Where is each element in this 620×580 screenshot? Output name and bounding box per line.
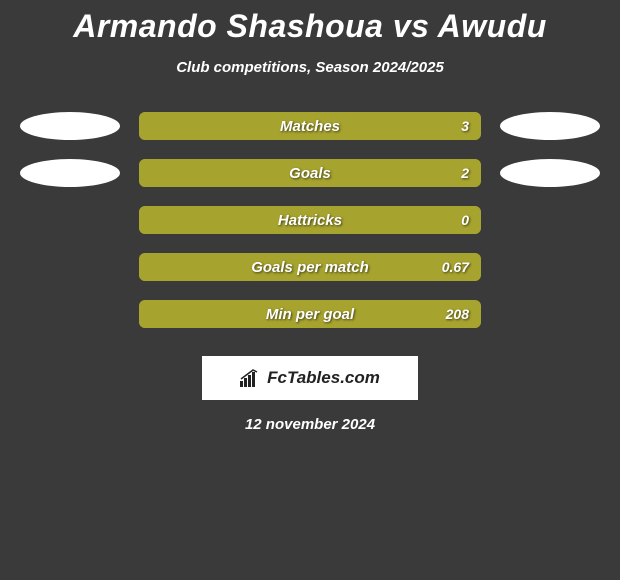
stat-rows: Matches3Goals2Hattricks0Goals per match0… xyxy=(0,112,620,328)
stat-value: 208 xyxy=(446,300,469,328)
stat-row: Hattricks0 xyxy=(0,206,620,234)
stat-label: Goals per match xyxy=(139,253,481,281)
date-text: 12 november 2024 xyxy=(0,416,620,433)
brand-text: FcTables.com xyxy=(267,368,380,388)
stat-row: Goals2 xyxy=(0,159,620,187)
bar-chart-icon xyxy=(240,369,262,387)
stat-label: Min per goal xyxy=(139,300,481,328)
brand-box: FcTables.com xyxy=(202,356,418,400)
stat-row: Goals per match0.67 xyxy=(0,253,620,281)
stat-label: Goals xyxy=(139,159,481,187)
stat-row: Matches3 xyxy=(0,112,620,140)
player-oval-right xyxy=(500,159,600,187)
player-oval-left xyxy=(20,159,120,187)
page-title: Armando Shashoua vs Awudu xyxy=(0,8,620,45)
stat-row: Min per goal208 xyxy=(0,300,620,328)
stat-value: 2 xyxy=(461,159,469,187)
stat-bar: Hattricks0 xyxy=(139,206,481,234)
stat-value: 0 xyxy=(461,206,469,234)
stat-value: 3 xyxy=(461,112,469,140)
stat-bar: Matches3 xyxy=(139,112,481,140)
player-oval-right xyxy=(500,112,600,140)
subtitle: Club competitions, Season 2024/2025 xyxy=(0,59,620,76)
stat-label: Hattricks xyxy=(139,206,481,234)
brand-inner: FcTables.com xyxy=(240,368,380,388)
stat-bar: Min per goal208 xyxy=(139,300,481,328)
player-oval-left xyxy=(20,112,120,140)
infographic-root: Armando Shashoua vs Awudu Club competiti… xyxy=(0,0,620,433)
stat-bar: Goals2 xyxy=(139,159,481,187)
stat-bar: Goals per match0.67 xyxy=(139,253,481,281)
stat-label: Matches xyxy=(139,112,481,140)
stat-value: 0.67 xyxy=(442,253,469,281)
